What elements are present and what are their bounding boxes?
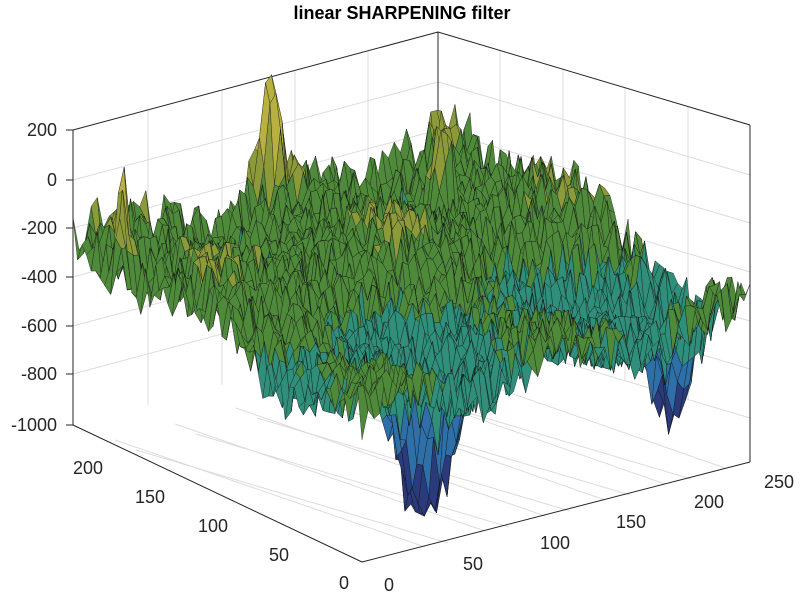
grid-line [437, 81, 751, 176]
z-tick-label: -800 [21, 364, 57, 384]
y-axis-ticks: 200 150 100 50 0 [73, 458, 349, 593]
y-tick-label: 200 [73, 458, 103, 478]
chart-title: linear SHARPENING filter [293, 3, 510, 23]
grid-line [72, 81, 439, 181]
x-tick-label: 0 [384, 575, 394, 595]
z-tick-label: 200 [27, 120, 57, 140]
x-tick-label: 50 [463, 554, 483, 574]
z-tick-label: -400 [21, 267, 57, 287]
grid-line [174, 423, 486, 532]
surface-patch [739, 283, 751, 302]
z-tick-label: -600 [21, 316, 57, 336]
z-tick-label: 0 [47, 170, 57, 190]
z-tick-label: -1000 [11, 415, 57, 435]
z-tick-marks [66, 129, 73, 426]
x-tick-label: 200 [694, 492, 724, 512]
y-tick-label: 100 [198, 516, 228, 536]
x-tick-label: 250 [764, 472, 794, 492]
grid-line [114, 439, 426, 548]
surface-plot [72, 74, 751, 517]
grid-line [235, 407, 546, 517]
back-top-edge [72, 31, 751, 131]
x-tick-label: 100 [540, 533, 570, 553]
x-axis-line [361, 461, 751, 563]
z-tick-label: -200 [21, 218, 57, 238]
z-axis-ticks: 200 0 -200 -400 -600 -800 -1000 [11, 120, 57, 435]
x-axis-ticks: 0 50 100 150 200 250 [384, 472, 794, 595]
y-axis-line [72, 424, 363, 563]
x-tick-label: 150 [616, 512, 646, 532]
y-tick-label: 150 [135, 487, 165, 507]
y-tick-label: 50 [269, 545, 289, 565]
y-tick-label: 0 [339, 573, 349, 593]
